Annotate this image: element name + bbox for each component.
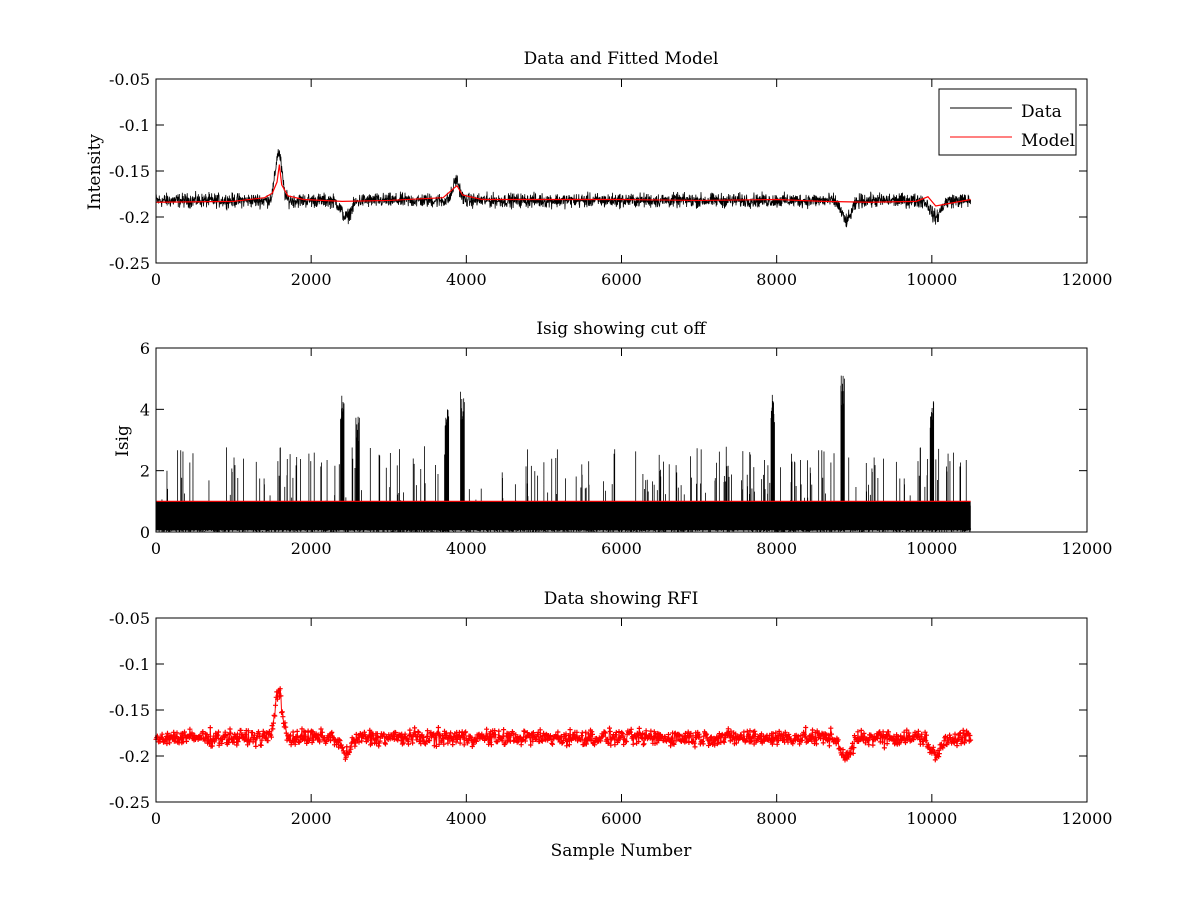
- x-tick-label: 8000: [756, 809, 797, 828]
- x-tick-label: 12000: [1062, 539, 1113, 558]
- x-tick-label: 6000: [601, 539, 642, 558]
- y-tick-label: -0.2: [119, 208, 150, 227]
- x-tick-label: 0: [151, 539, 161, 558]
- panel-3-title: Data showing RFI: [544, 589, 699, 609]
- panel-1-data-series: [155, 149, 972, 228]
- panel-1-title: Data and Fitted Model: [524, 49, 719, 69]
- y-tick-label: 4: [140, 400, 150, 419]
- y-tick-label: -0.15: [109, 162, 150, 181]
- x-tick-label: 10000: [906, 270, 957, 289]
- x-tick-label: 6000: [601, 270, 642, 289]
- y-tick-label: -0.1: [119, 116, 150, 135]
- legend: Data Model: [938, 88, 1077, 156]
- panel-1-axes: 0 2000 4000 6000 8000 10000 12000 -0.05 -0.1 -0.1…: [109, 70, 1112, 289]
- panel-1-model-series: [155, 164, 971, 207]
- x-tick-label: 0: [151, 270, 161, 289]
- x-tick-label: 8000: [756, 270, 797, 289]
- panel-1-y-label: Intensity: [85, 134, 105, 210]
- y-tick-label: -0.05: [109, 609, 150, 628]
- x-tick-label: 12000: [1062, 809, 1113, 828]
- x-tick-label: 8000: [756, 539, 797, 558]
- legend-box: [938, 88, 1077, 156]
- panel-data-rfi: Data showing RFI Sample Number 0 2000 4000…: [109, 589, 1112, 861]
- x-tick-label: 4000: [446, 539, 487, 558]
- y-tick-label: -0.25: [109, 254, 150, 273]
- x-tick-label: 2000: [291, 809, 332, 828]
- y-tick-label: -0.1: [119, 655, 150, 674]
- panel-isig-cutoff: Isig showing cut off Isig 0 2000 4000 6000 8…: [113, 319, 1112, 558]
- y-tick-label: -0.05: [109, 70, 150, 89]
- x-tick-label: 2000: [291, 539, 332, 558]
- x-tick-label: 4000: [446, 270, 487, 289]
- x-tick-label: 2000: [291, 270, 332, 289]
- legend-model-label: Model: [1021, 131, 1075, 151]
- x-tick-label: 10000: [906, 539, 957, 558]
- panel-data-fitted-model: Data and Fitted Model Intensity 0 2000 400…: [85, 49, 1112, 289]
- panel-2-isig-series: [155, 375, 972, 532]
- x-tick-label: 6000: [601, 809, 642, 828]
- model-line: [155, 164, 971, 207]
- y-tick-label: -0.15: [109, 701, 150, 720]
- panel-2-y-label: Isig: [113, 425, 133, 457]
- panel-2-title: Isig showing cut off: [536, 319, 707, 339]
- y-tick-label: 6: [140, 339, 150, 358]
- x-tick-label: 12000: [1062, 270, 1113, 289]
- y-tick-label: -0.25: [109, 793, 150, 812]
- legend-data-label: Data: [1021, 102, 1062, 122]
- x-tick-label: 0: [151, 809, 161, 828]
- x-tick-label: 4000: [446, 809, 487, 828]
- panel-2-axes: 0 2000 4000 6000 8000 10000 12000 0 2 4 6: [140, 339, 1113, 558]
- y-tick-label: 0: [140, 523, 150, 542]
- panel-3-x-label: Sample Number: [551, 841, 693, 861]
- y-tick-label: 2: [140, 462, 150, 481]
- x-tick-label: 10000: [906, 809, 957, 828]
- y-tick-label: -0.2: [119, 747, 150, 766]
- data-line: [155, 149, 972, 228]
- panel-3-axes: 0 2000 4000 6000 8000 10000 12000 -0.05 -0.1 -0.1…: [109, 609, 1112, 828]
